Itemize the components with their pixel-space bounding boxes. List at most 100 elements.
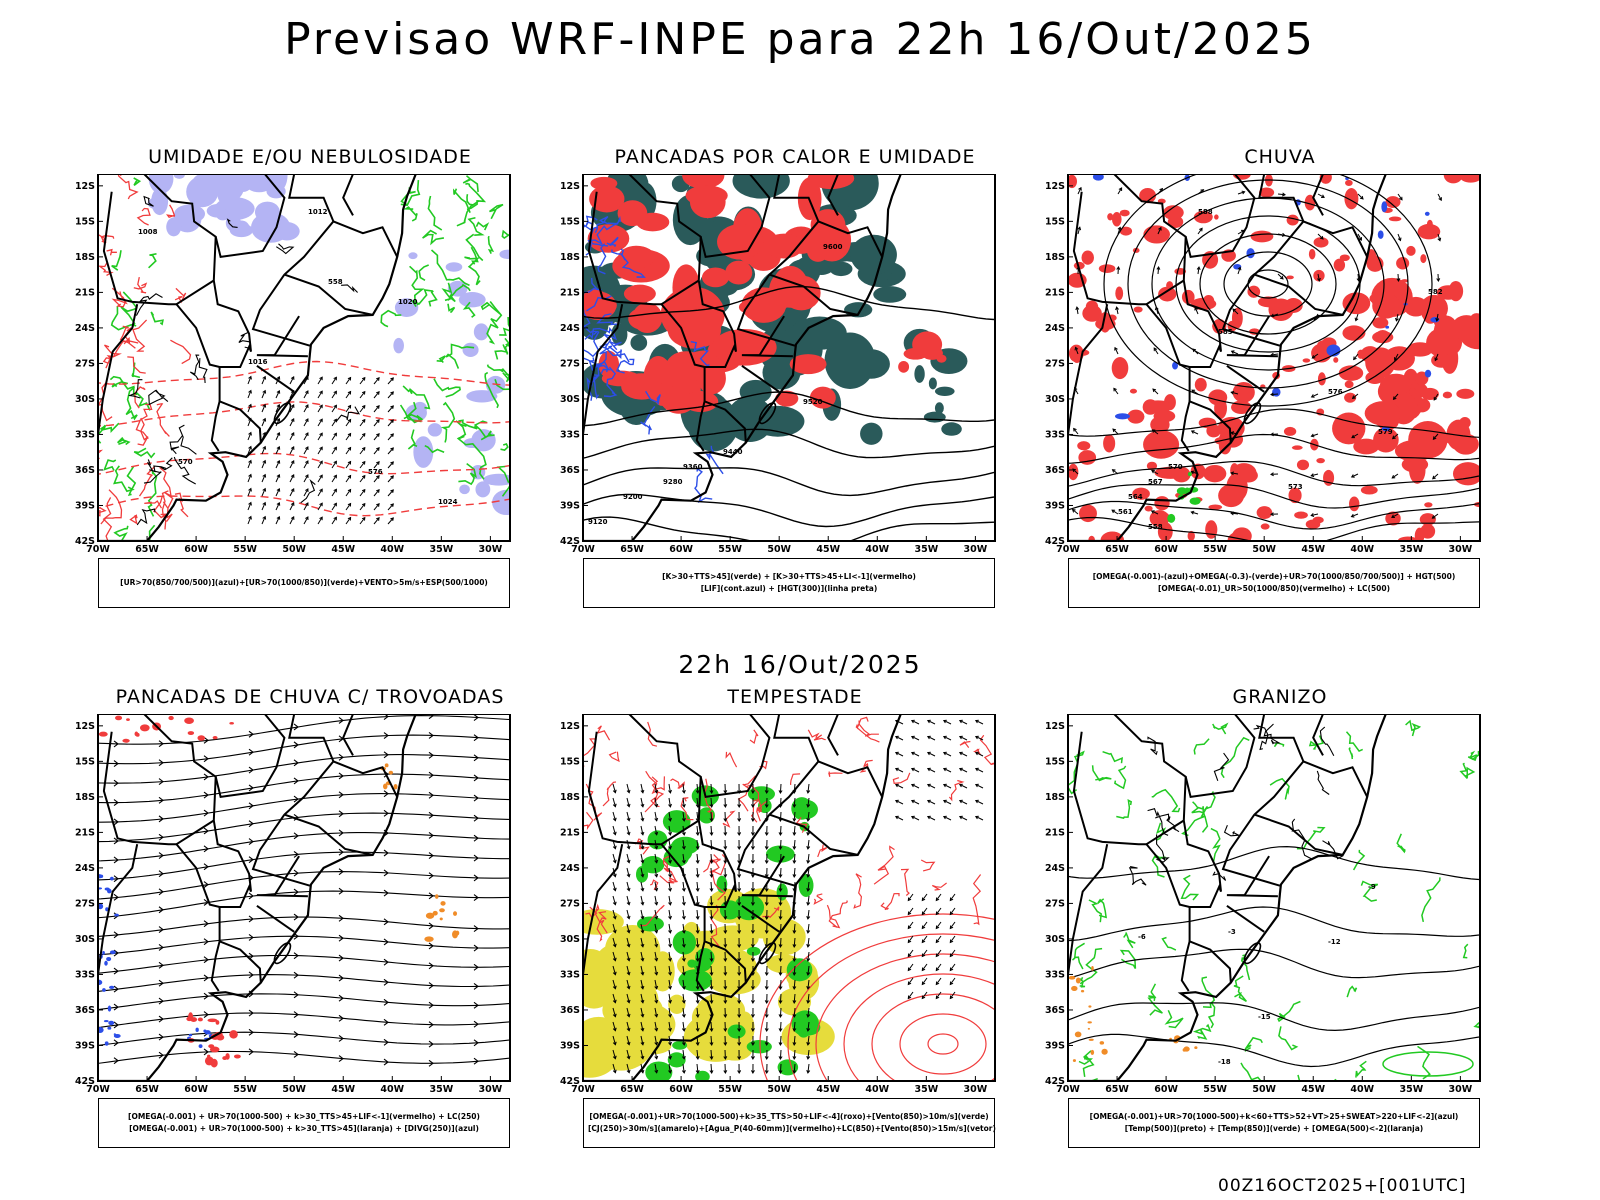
wind-vector [668,859,672,864]
lon-label: 55W [718,544,742,555]
wind-vector [1358,237,1362,241]
lat-label: 33S [560,429,580,440]
temp850-green-contour [1193,738,1210,755]
wind-vector [612,1007,616,1017]
lat-label: 24S [75,323,95,334]
streamline-arrow [203,881,209,889]
wind-vector [247,474,252,483]
humidity-green-contour [473,420,488,439]
wind-vector [1118,187,1123,191]
streamline-arrow [113,1057,119,1065]
wind-vector [1196,266,1201,271]
rain-red-area [1286,275,1294,280]
wind-vector [959,768,968,773]
state-border [342,174,354,216]
streamline-arrow [338,934,344,942]
wind-vector [612,803,617,808]
wind-vector [907,939,912,944]
precip-water-red-contour [662,855,678,883]
wind-vector [319,376,323,381]
wind-vector [1350,513,1355,518]
wind-vector [927,752,936,757]
wind-vector [921,963,928,971]
state-border [1072,731,1147,846]
streamline-arrow [473,944,479,952]
pressure-contour [143,459,162,484]
temp850-green-contour [1164,1009,1184,1029]
wind-vector [750,916,755,920]
wind-green-area [734,894,765,921]
temp500-contour [1322,840,1344,860]
humidity-green-contour [445,343,475,369]
wind-vector [668,979,671,989]
divergence-blue-area [98,1027,104,1034]
temp850-green-contour [1114,765,1127,790]
wind-green-area [776,883,788,901]
wind-vector [958,767,963,772]
streamline-arrow [203,809,209,817]
wind-vector [750,832,755,836]
wind-vector [942,815,947,820]
lon-label: 50W [767,544,791,555]
lat-label: 24S [75,863,95,874]
pressure-contour [143,195,154,207]
streamline-arrow [383,918,389,926]
streamline-arrow [293,832,299,840]
rain-red-area [1344,392,1357,403]
wind-vector [612,881,616,891]
wind-vector [737,1000,742,1004]
thickness-red-contour [129,514,138,525]
state-border [175,279,252,368]
hgt300-contour [583,391,995,427]
wind-vector [778,972,783,976]
kindex-red-area [623,284,656,303]
humidity-green-contour [455,420,467,440]
wind-vector [807,839,810,849]
humidity-blue-area [405,404,427,422]
wind-vector [778,1042,783,1046]
wind-vector [792,1056,797,1060]
wind-vector [289,460,295,469]
wind-vector [1237,229,1245,235]
rain-red-area [1406,245,1416,256]
wind-vector [305,446,309,451]
wind-vector [319,474,323,479]
kindex-green-area [934,402,944,414]
rain-red-area [1193,210,1213,224]
wind-vector [921,897,926,902]
rain-red-area [1073,261,1085,270]
lif-blue-contour [606,236,619,248]
temp850-green-contour [1308,735,1324,750]
jet-yellow-area [668,994,686,1014]
rain-red-area [1078,504,1097,523]
humidity-green-contour [422,229,445,246]
wind-vector [681,803,686,808]
wind-vector [723,958,728,962]
panel-title: GRANIZO [1232,686,1328,708]
contour-label: 9200 [623,493,643,501]
lat-label: 30S [560,934,580,945]
thickness-red-contour [100,489,123,525]
wind-vector [654,951,658,961]
wind-vector [737,972,742,976]
wind-vector [974,783,979,788]
wind-vector [807,895,810,905]
streamline-arrow [248,748,254,756]
wind-vector [390,377,394,382]
streamline-arrow [338,914,344,922]
wind-vector [640,811,644,821]
state-border [1184,174,1256,259]
wind-vector [907,935,914,943]
wind-vector [612,825,616,835]
lc850-contour [899,1013,987,1075]
streamline-arrow [293,741,299,749]
wind-vector [779,825,782,836]
rain-red-area [1127,409,1145,424]
pressure-contour [135,293,163,316]
wind-vector [1111,509,1119,515]
wind-vector [317,432,323,441]
wind-vector [750,902,755,906]
streamline-arrow [113,985,119,993]
contour-label: -9 [1368,883,1376,891]
wind-vector [894,783,899,788]
